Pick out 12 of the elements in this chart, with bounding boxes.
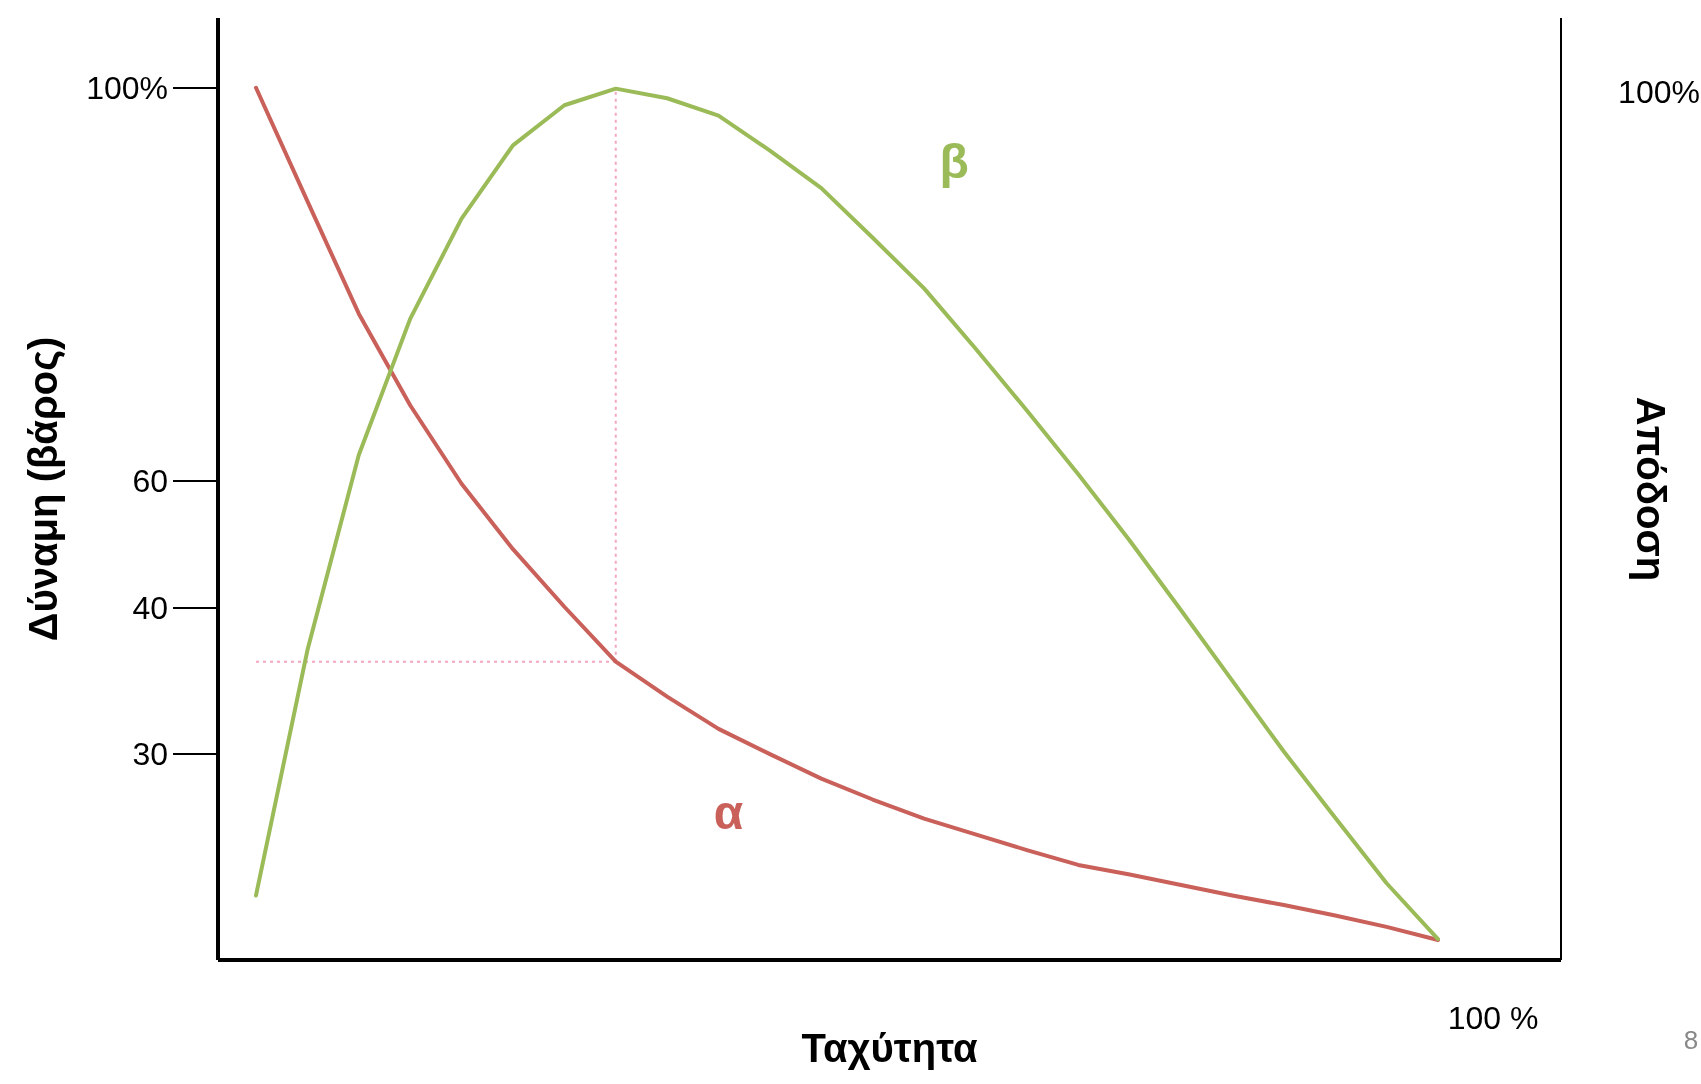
text: 100 % [1447, 1000, 1539, 1036]
text: 40 [132, 590, 168, 626]
y2-axis-title: Απόδοση [1628, 396, 1673, 582]
series-label: β [939, 135, 969, 189]
series-label: α [713, 785, 744, 839]
text: 60 [132, 463, 168, 499]
text: 30 [132, 736, 168, 772]
y-axis-title: Δύναμη (βάρος) [21, 336, 67, 642]
text: 8 [1683, 1025, 1699, 1055]
x-axis-title: Ταχύτητα [801, 1026, 978, 1070]
text: 100% [1618, 74, 1700, 110]
text: 100% [86, 70, 168, 106]
